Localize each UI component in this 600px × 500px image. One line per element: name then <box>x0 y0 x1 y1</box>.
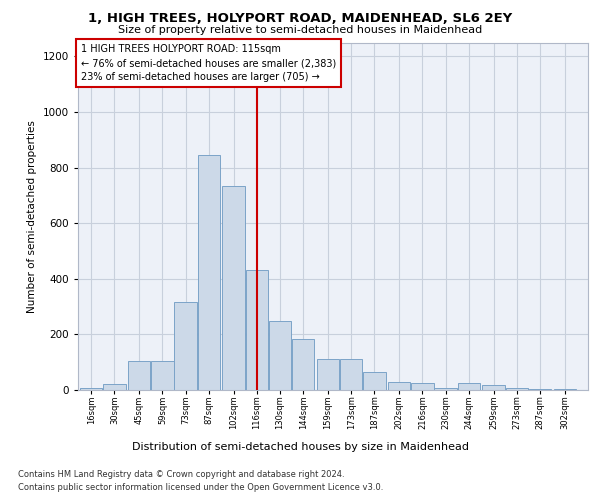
Bar <box>340 360 362 390</box>
Text: Contains HM Land Registry data © Crown copyright and database right 2024.: Contains HM Land Registry data © Crown c… <box>18 470 344 479</box>
Text: 1, HIGH TREES, HOLYPORT ROAD, MAIDENHEAD, SL6 2EY: 1, HIGH TREES, HOLYPORT ROAD, MAIDENHEAD… <box>88 12 512 26</box>
Bar <box>223 186 245 390</box>
Bar <box>128 361 151 390</box>
Bar <box>317 360 339 390</box>
Bar <box>269 320 291 390</box>
Bar <box>103 384 125 390</box>
Bar <box>363 372 386 390</box>
Bar <box>554 388 576 390</box>
Bar <box>434 388 457 390</box>
Bar <box>292 338 314 390</box>
Text: Contains public sector information licensed under the Open Government Licence v3: Contains public sector information licen… <box>18 482 383 492</box>
Bar <box>529 388 551 390</box>
Text: Size of property relative to semi-detached houses in Maidenhead: Size of property relative to semi-detach… <box>118 25 482 35</box>
Bar <box>245 270 268 390</box>
Text: 1 HIGH TREES HOLYPORT ROAD: 115sqm
← 76% of semi-detached houses are smaller (2,: 1 HIGH TREES HOLYPORT ROAD: 115sqm ← 76%… <box>80 44 336 82</box>
Bar <box>411 383 434 390</box>
Bar <box>482 385 505 390</box>
Bar <box>151 361 173 390</box>
Bar <box>506 388 528 390</box>
Bar <box>175 302 197 390</box>
Text: Distribution of semi-detached houses by size in Maidenhead: Distribution of semi-detached houses by … <box>131 442 469 452</box>
Bar <box>197 155 220 390</box>
Bar <box>458 383 480 390</box>
Y-axis label: Number of semi-detached properties: Number of semi-detached properties <box>27 120 37 312</box>
Bar <box>80 388 103 390</box>
Bar <box>388 382 410 390</box>
